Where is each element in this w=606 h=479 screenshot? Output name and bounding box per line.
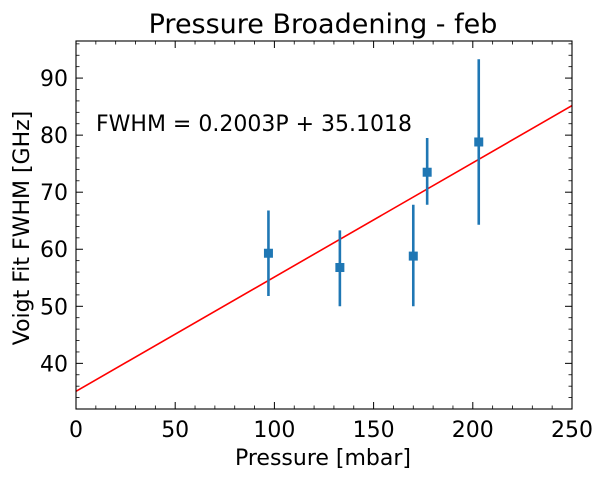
- annotation-equation: FWHM = 0.2003P + 35.1018: [96, 112, 412, 137]
- data-point-3: [408, 251, 418, 261]
- data-point-2: [335, 263, 345, 273]
- x-tick-label-250: 250: [551, 418, 593, 443]
- x-tick-label-50: 50: [161, 418, 189, 443]
- y-tick-label-70: 70: [40, 181, 68, 206]
- x-axis-title: Pressure [mbar]: [235, 446, 411, 471]
- x-tick-label-150: 150: [353, 418, 395, 443]
- data-point-5: [474, 137, 484, 147]
- x-tick-label-0: 0: [69, 418, 83, 443]
- data-point-1: [263, 248, 273, 258]
- y-tick-label-60: 60: [40, 238, 68, 263]
- y-axis-title: Voigt Fit FWHM [GHz]: [10, 111, 35, 346]
- y-tick-label-80: 80: [40, 124, 68, 149]
- x-tick-label-100: 100: [253, 418, 295, 443]
- plot-frame: [75, 40, 573, 410]
- y-tick-label-40: 40: [40, 352, 68, 377]
- x-tick-label-200: 200: [452, 418, 494, 443]
- y-tick-label-50: 50: [40, 295, 68, 320]
- y-tick-label-90: 90: [40, 67, 68, 92]
- plot-area: 0 50 100 150 200 250 40 50 60 70 80 90: [40, 40, 593, 443]
- chart-title: Pressure Broadening - feb: [149, 9, 498, 40]
- fit-line: [76, 104, 572, 392]
- data-point-4: [422, 167, 432, 177]
